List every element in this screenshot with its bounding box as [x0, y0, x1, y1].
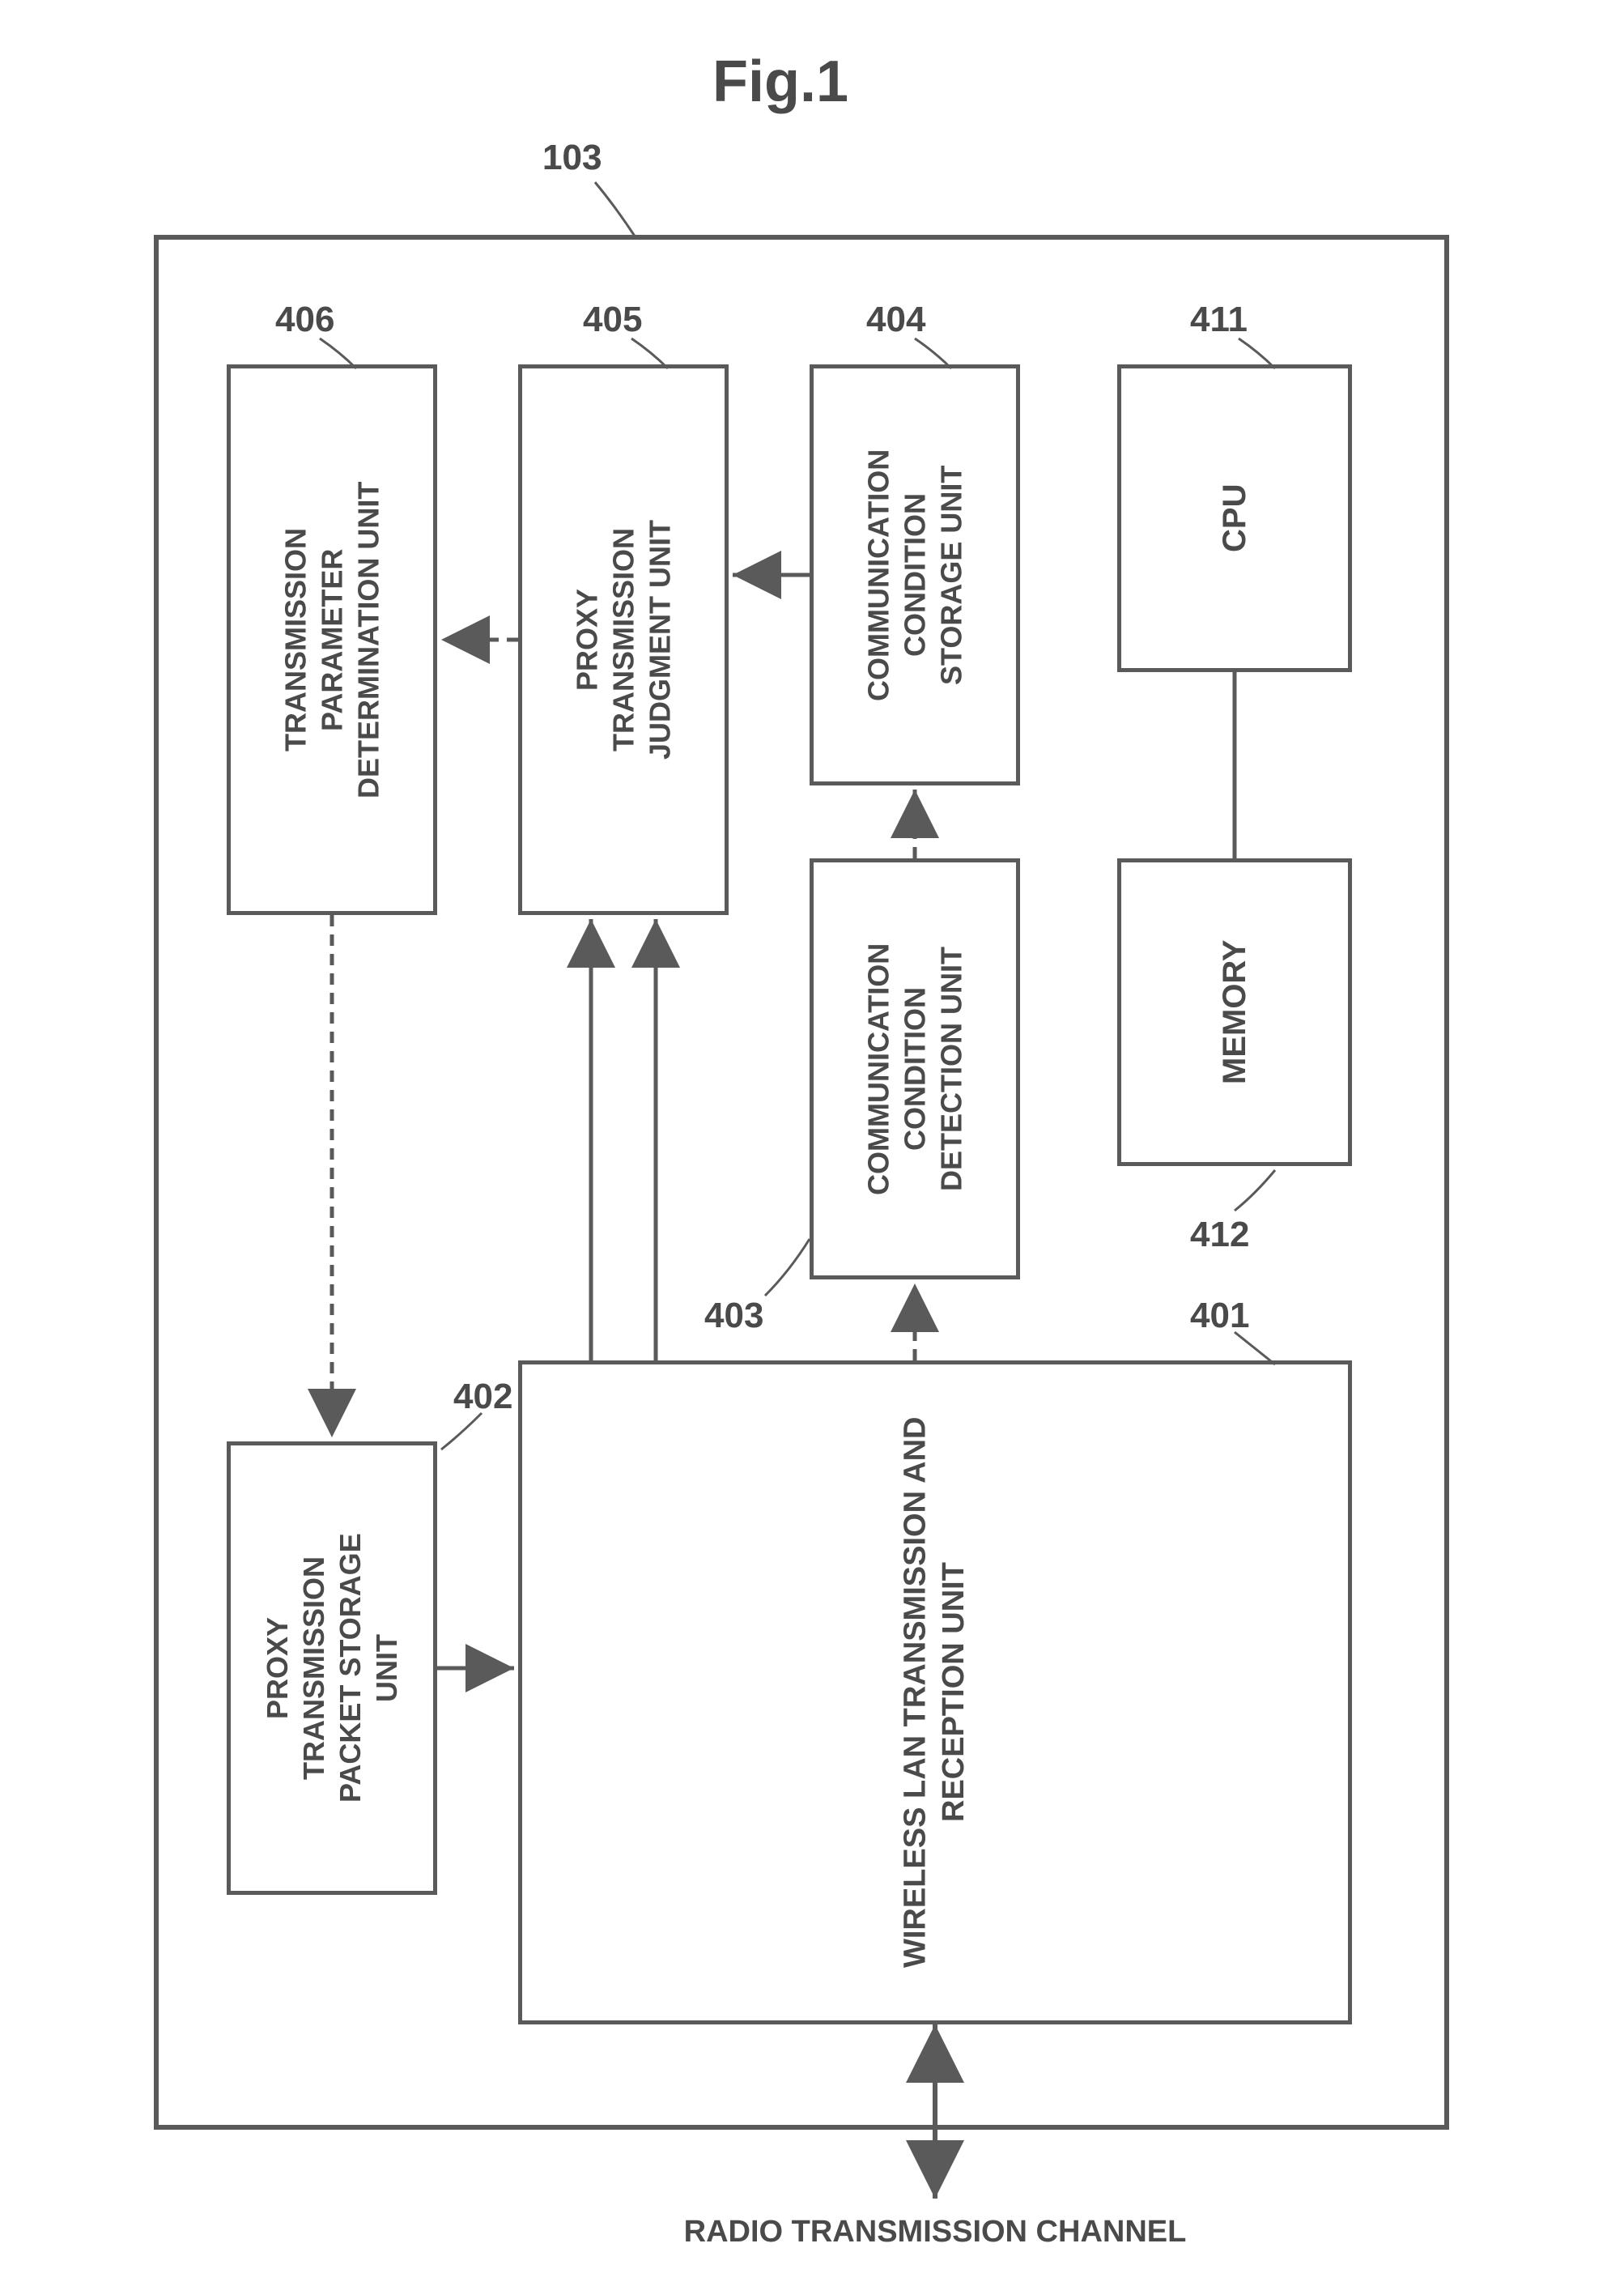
- ref-403: 403: [704, 1296, 763, 1336]
- ref-406: 406: [275, 300, 334, 340]
- block-label: TRANSMISSIONPARAMETERDETERMINATION UNIT: [278, 481, 387, 798]
- diagram-page: Fig.1 TRANSMISSIONPARAMETERDETERMINATION…: [0, 0, 1624, 2286]
- block-label: CPU: [1214, 484, 1255, 552]
- block-label: PROXYTRANSMISSIONJUDGMENT UNIT: [569, 520, 678, 760]
- figure-title: Fig.1: [712, 49, 848, 115]
- ref-405: 405: [583, 300, 642, 340]
- ref-outer-103: 103: [542, 138, 602, 178]
- block-label: WIRELESS LAN TRANSMISSION ANDRECEPTION U…: [897, 1417, 974, 1969]
- ref-401: 401: [1190, 1296, 1249, 1336]
- block-label: COMMUNICATIONCONDITIONSTORAGE UNIT: [861, 449, 970, 700]
- ref-402: 402: [453, 1377, 512, 1417]
- block-communication-condition-storage-unit: COMMUNICATIONCONDITIONSTORAGE UNIT: [810, 364, 1020, 785]
- ref-411: 411: [1190, 300, 1248, 340]
- block-transmission-parameter-determination-unit: TRANSMISSIONPARAMETERDETERMINATION UNIT: [227, 364, 437, 915]
- ref-412: 412: [1190, 1215, 1249, 1255]
- block-label: PROXYTRANSMISSIONPACKET STORAGEUNIT: [259, 1534, 405, 1803]
- block-communication-condition-detection-unit: COMMUNICATIONCONDITIONDETECTION UNIT: [810, 858, 1020, 1279]
- block-label: COMMUNICATIONCONDITIONDETECTION UNIT: [861, 943, 970, 1194]
- ref-404: 404: [866, 300, 925, 340]
- radio-transmission-channel-label: RADIO TRANSMISSION CHANNEL: [631, 2215, 1239, 2250]
- block-cpu: CPU: [1117, 364, 1352, 672]
- block-memory: MEMORY: [1117, 858, 1352, 1166]
- block-label: MEMORY: [1214, 940, 1255, 1085]
- block-proxy-transmission-judgment-unit: PROXYTRANSMISSIONJUDGMENT UNIT: [518, 364, 729, 915]
- block-wireless-lan-transmission-reception-unit: WIRELESS LAN TRANSMISSION ANDRECEPTION U…: [518, 1360, 1352, 2024]
- block-proxy-transmission-packet-storage-unit: PROXYTRANSMISSIONPACKET STORAGEUNIT: [227, 1441, 437, 1895]
